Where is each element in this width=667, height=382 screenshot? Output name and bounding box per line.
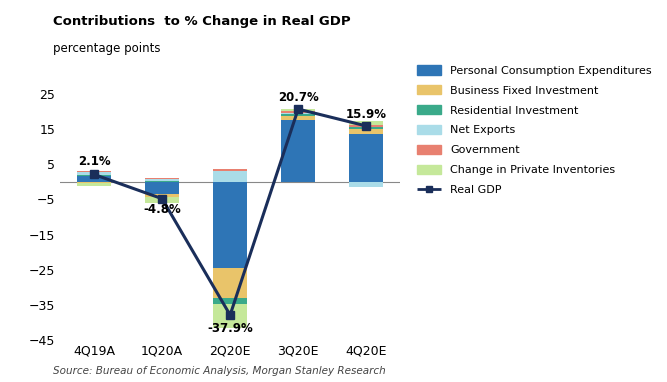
Text: 2.1%: 2.1% [78, 155, 110, 168]
Bar [77, 171, 111, 172]
Bar [145, 182, 179, 194]
Text: -4.8%: -4.8% [143, 203, 181, 216]
Bar [350, 127, 383, 129]
Bar [145, 197, 179, 203]
Text: 15.9%: 15.9% [346, 108, 387, 121]
Bar [145, 181, 179, 182]
Bar [350, 182, 383, 187]
Bar [145, 178, 179, 179]
Bar [145, 194, 179, 197]
Bar [77, 172, 111, 175]
Bar [213, 268, 247, 298]
Bar [213, 169, 247, 171]
Bar [350, 121, 383, 125]
Bar [281, 111, 315, 113]
Bar [350, 129, 383, 134]
Bar [350, 125, 383, 127]
Bar [281, 120, 315, 182]
Bar [350, 134, 383, 182]
Legend: Personal Consumption Expenditures, Business Fixed Investment, Residential Invest: Personal Consumption Expenditures, Busin… [413, 61, 656, 199]
Text: 20.7%: 20.7% [277, 91, 319, 104]
Text: Source: Bureau of Economic Analysis, Morgan Stanley Research: Source: Bureau of Economic Analysis, Mor… [53, 366, 386, 376]
Text: Contributions  to % Change in Real GDP: Contributions to % Change in Real GDP [53, 15, 351, 28]
Bar [213, 171, 247, 182]
Bar [281, 109, 315, 111]
Bar [281, 114, 315, 116]
Bar [145, 179, 179, 181]
Bar [77, 175, 111, 182]
Bar [281, 116, 315, 120]
Text: percentage points: percentage points [53, 42, 161, 55]
Bar [213, 182, 247, 268]
Bar [213, 298, 247, 304]
Bar [281, 113, 315, 114]
Bar [77, 183, 111, 186]
Bar [213, 304, 247, 328]
Bar [77, 182, 111, 183]
Text: -37.9%: -37.9% [207, 322, 253, 335]
